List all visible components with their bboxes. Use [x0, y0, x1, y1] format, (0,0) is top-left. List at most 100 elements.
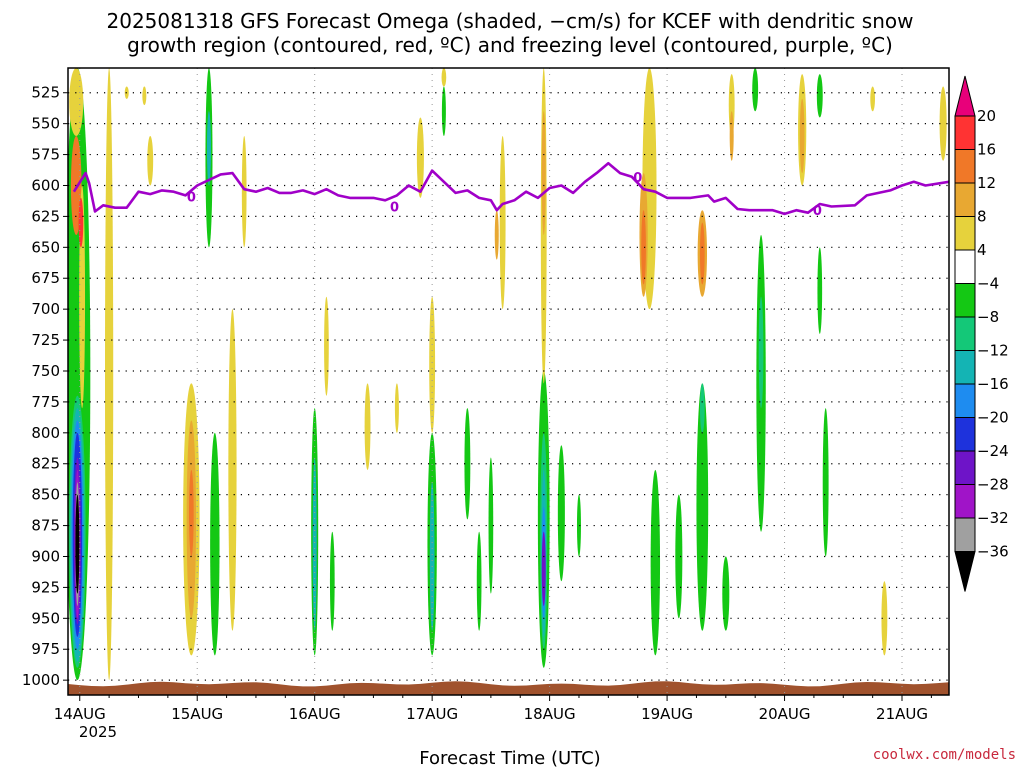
colorbar-bin: [954, 182, 976, 217]
y-axis: 525 550 575 600 625 650 675 700 725 750 775 800 825 8…: [22, 84, 68, 689]
freezing-level-contour: 0 0 0 0: [72, 161, 949, 219]
y-tick-label: 825: [31, 455, 60, 473]
omega-shade-cell: [210, 432, 220, 656]
x-tick-label: 17AUG: [406, 705, 458, 723]
y-tick-label: 525: [31, 84, 60, 102]
omega-shade-cell: [329, 531, 335, 631]
colorbar-bottom-arrow: [954, 551, 976, 592]
colorbar-bin: [954, 216, 976, 251]
colorbar-label: −20: [977, 409, 1009, 427]
y-tick-label: 1000: [22, 671, 60, 689]
omega-shade-cell: [188, 469, 194, 557]
vertical-gridlines: [79, 68, 903, 695]
colorbar-label: −12: [977, 342, 1009, 360]
y-tick-label: 550: [31, 115, 60, 133]
colorbar-label: −16: [977, 375, 1009, 393]
plot-frame: [67, 67, 950, 696]
plot-area: [68, 68, 949, 695]
colorbar-label: −8: [977, 308, 999, 326]
ground-fill: [68, 681, 949, 695]
omega-shade-cell: [142, 86, 147, 106]
y-tick-label: 975: [31, 640, 60, 658]
omega-shade-cell: [69, 68, 84, 137]
y-tick-label: 950: [31, 609, 60, 627]
omega-shade-cell: [228, 309, 237, 631]
omega-shade-cell: [699, 383, 705, 433]
omega-shade-cell: [696, 383, 709, 631]
omega-shade-cell: [441, 68, 447, 87]
colorbar-label: 20: [977, 107, 996, 125]
y-tick-label: 800: [31, 424, 60, 442]
colorbar-label: −36: [977, 543, 1009, 561]
colorbar-bin: [954, 417, 976, 452]
omega-shade-cell: [312, 457, 317, 631]
omega-shade-cell: [494, 210, 499, 260]
omega-shade-cell: [641, 210, 646, 285]
freezing-level-line: [72, 161, 949, 216]
omega-shade-cell: [557, 445, 565, 582]
chart-title-line-2: growth region (contoured, red, ºC) and f…: [127, 33, 893, 57]
omega-shade-cell: [870, 86, 875, 112]
colorbar-top-arrow: [954, 75, 976, 117]
y-tick-label: 625: [31, 207, 60, 225]
y-tick-label: 600: [31, 176, 60, 194]
x-tick-label: 14AUG: [54, 705, 106, 723]
omega-shade-cell: [147, 136, 154, 186]
colorbar-label: 12: [977, 174, 996, 192]
omega-shade-cell: [488, 457, 494, 594]
omega-shade-cell: [241, 136, 247, 248]
freezing-level-label: 0: [813, 204, 822, 219]
omega-shade-cell: [429, 482, 435, 631]
y-tick-label: 875: [31, 517, 60, 535]
omega-shade-cell: [105, 68, 114, 681]
y-tick-label: 900: [31, 547, 60, 565]
colorbar-label: 16: [977, 141, 996, 159]
ground-surface: [68, 681, 949, 695]
colorbar-bin: [954, 149, 976, 184]
x-tick-label: 18AUG: [524, 705, 576, 723]
omega-shade-cell: [758, 296, 764, 409]
colorbar-bin: [954, 283, 976, 318]
omega-shade-cell: [881, 581, 888, 656]
colorbar-bin: [954, 484, 976, 519]
omega-shade-cell: [799, 98, 805, 174]
colorbar-label: 4: [977, 241, 987, 259]
colorbar-bin: [954, 316, 976, 351]
omega-shading: [68, 68, 947, 681]
omega-shade-cell: [364, 383, 371, 470]
omega-shade-cell: [699, 222, 705, 285]
omega-shade-cell: [499, 136, 506, 310]
y-tick-label: 775: [31, 393, 60, 411]
colorbar-label: 8: [977, 208, 987, 226]
colorbar-bin: [954, 249, 976, 284]
omega-shade-cell: [324, 296, 329, 396]
colorbar-label: −28: [977, 476, 1009, 494]
omega-shade-cell: [416, 117, 424, 198]
chart-title-line-1: 2025081318 GFS Forecast Omega (shaded, −…: [107, 9, 914, 33]
omega-shade-cell: [822, 408, 829, 557]
colorbar-label: −4: [977, 275, 999, 293]
freezing-level-label: 0: [390, 201, 399, 216]
colorbar-label: −24: [977, 442, 1009, 460]
omega-shade-cell: [729, 111, 734, 161]
y-tick-label: 725: [31, 331, 60, 349]
omega-shade-cell: [464, 408, 471, 520]
y-tick-label: 850: [31, 486, 60, 504]
y-tick-label: 925: [31, 578, 60, 596]
colorbar-bin: [954, 383, 976, 418]
omega-shade-cell: [429, 296, 436, 433]
colorbar-label: −32: [977, 509, 1009, 527]
omega-shade-cell: [650, 469, 661, 656]
omega-shade-cell: [541, 111, 546, 235]
y-tick-label: 650: [31, 238, 60, 256]
omega-shade-cell: [75, 494, 80, 594]
omega-shade-cell: [78, 197, 84, 248]
x-axis-title: Forecast Time (UTC): [419, 748, 600, 768]
colorbar: 20 16 12 8 4 −4 −8 −12 −16 −20 −24 −28 −32 −36: [954, 75, 1009, 592]
omega-shade-cell: [816, 74, 823, 118]
credit-text: coolwx.com/models: [873, 747, 1016, 763]
omega-shade-cell: [752, 68, 759, 112]
omega-shade-cell: [541, 531, 546, 606]
omega-shade-cell: [939, 86, 947, 161]
freezing-level-label: 0: [633, 171, 642, 186]
